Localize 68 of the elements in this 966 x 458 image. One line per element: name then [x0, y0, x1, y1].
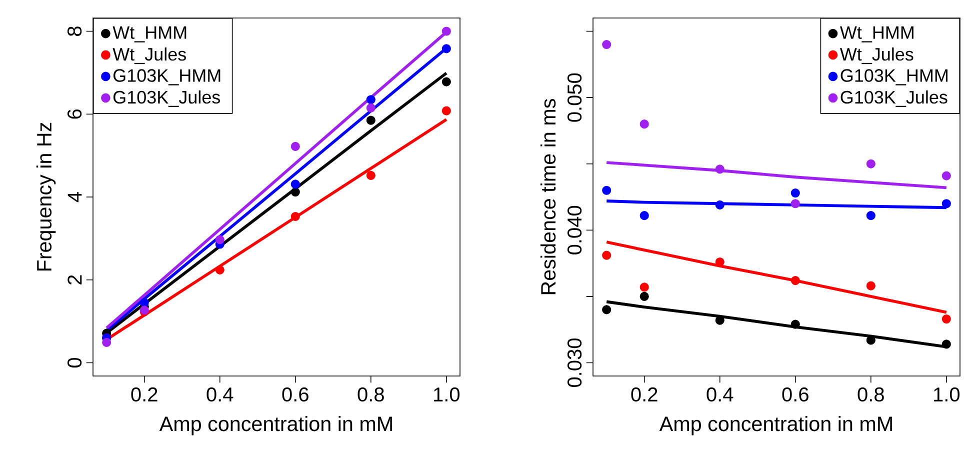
y-tick-label: 2 [68, 275, 82, 284]
line-series [605, 161, 948, 190]
x-tick-label: 1.0 [934, 387, 960, 402]
point [602, 305, 612, 314]
y-tick-label: 0.050 [567, 73, 582, 122]
point [715, 200, 724, 210]
legend-label: G103K_Jules [114, 90, 220, 108]
x-tick-label: 0.8 [858, 387, 884, 402]
point [602, 40, 612, 50]
point [866, 211, 876, 220]
legend-label: Wt_Jules [112, 47, 186, 64]
y-tick-label: 8 [67, 26, 82, 36]
point [640, 211, 649, 220]
point [140, 298, 149, 308]
y-axis-title: Residence time in ms [540, 99, 556, 294]
y-tick-label: 6 [67, 109, 82, 119]
point [942, 171, 951, 180]
point [640, 120, 649, 129]
point [640, 292, 649, 301]
point [366, 95, 376, 104]
legend-label: G103K_HMM [114, 69, 220, 86]
x-tick-label: 0.4 [206, 387, 234, 402]
x-tick-label: 0.4 [706, 387, 734, 402]
legend-label: Wt_HMM [112, 26, 186, 42]
point [602, 250, 612, 260]
point [442, 44, 451, 54]
point [790, 199, 800, 208]
point [866, 281, 876, 290]
x-tick-label: 0.6 [282, 387, 308, 402]
x-axis-title: Amp concentration in mM [159, 416, 392, 436]
legend-label: G103K_HMM [840, 69, 948, 86]
point [366, 103, 376, 112]
legend-label: Wt_Jules [840, 47, 914, 64]
point [866, 159, 876, 168]
point [602, 186, 612, 195]
point [942, 340, 951, 349]
point [215, 235, 224, 244]
point [290, 142, 300, 151]
point [366, 170, 376, 180]
point [942, 199, 951, 208]
y-axis-title: Frequency in Hz [36, 122, 56, 271]
point [715, 164, 724, 174]
x-tick-label: 0.8 [358, 387, 384, 402]
y-tick-label: 4 [68, 192, 82, 202]
x-tick-label: 1.0 [434, 387, 460, 402]
x-tick-label: 0.2 [131, 387, 158, 402]
point [442, 77, 451, 86]
point [790, 188, 800, 198]
point [790, 320, 800, 329]
y-tick-label: 0.030 [567, 338, 582, 387]
x-tick-label: 0.2 [631, 387, 658, 402]
legend-label: G103K_Jules [840, 90, 948, 108]
point [290, 187, 300, 197]
point [442, 26, 451, 36]
legend-label: Wt_HMM [840, 26, 914, 42]
point [102, 338, 112, 347]
x-axis-title: Amp concentration in mM [659, 416, 892, 436]
point [942, 314, 951, 324]
point [790, 276, 800, 286]
y-tick-label: 0.040 [567, 206, 582, 254]
y-tick-label: 0 [67, 358, 82, 368]
point [442, 106, 451, 116]
x-tick-label: 0.6 [782, 387, 808, 402]
point [290, 212, 300, 222]
point [290, 180, 300, 189]
point [366, 116, 376, 125]
point [640, 282, 649, 292]
point [215, 265, 224, 274]
